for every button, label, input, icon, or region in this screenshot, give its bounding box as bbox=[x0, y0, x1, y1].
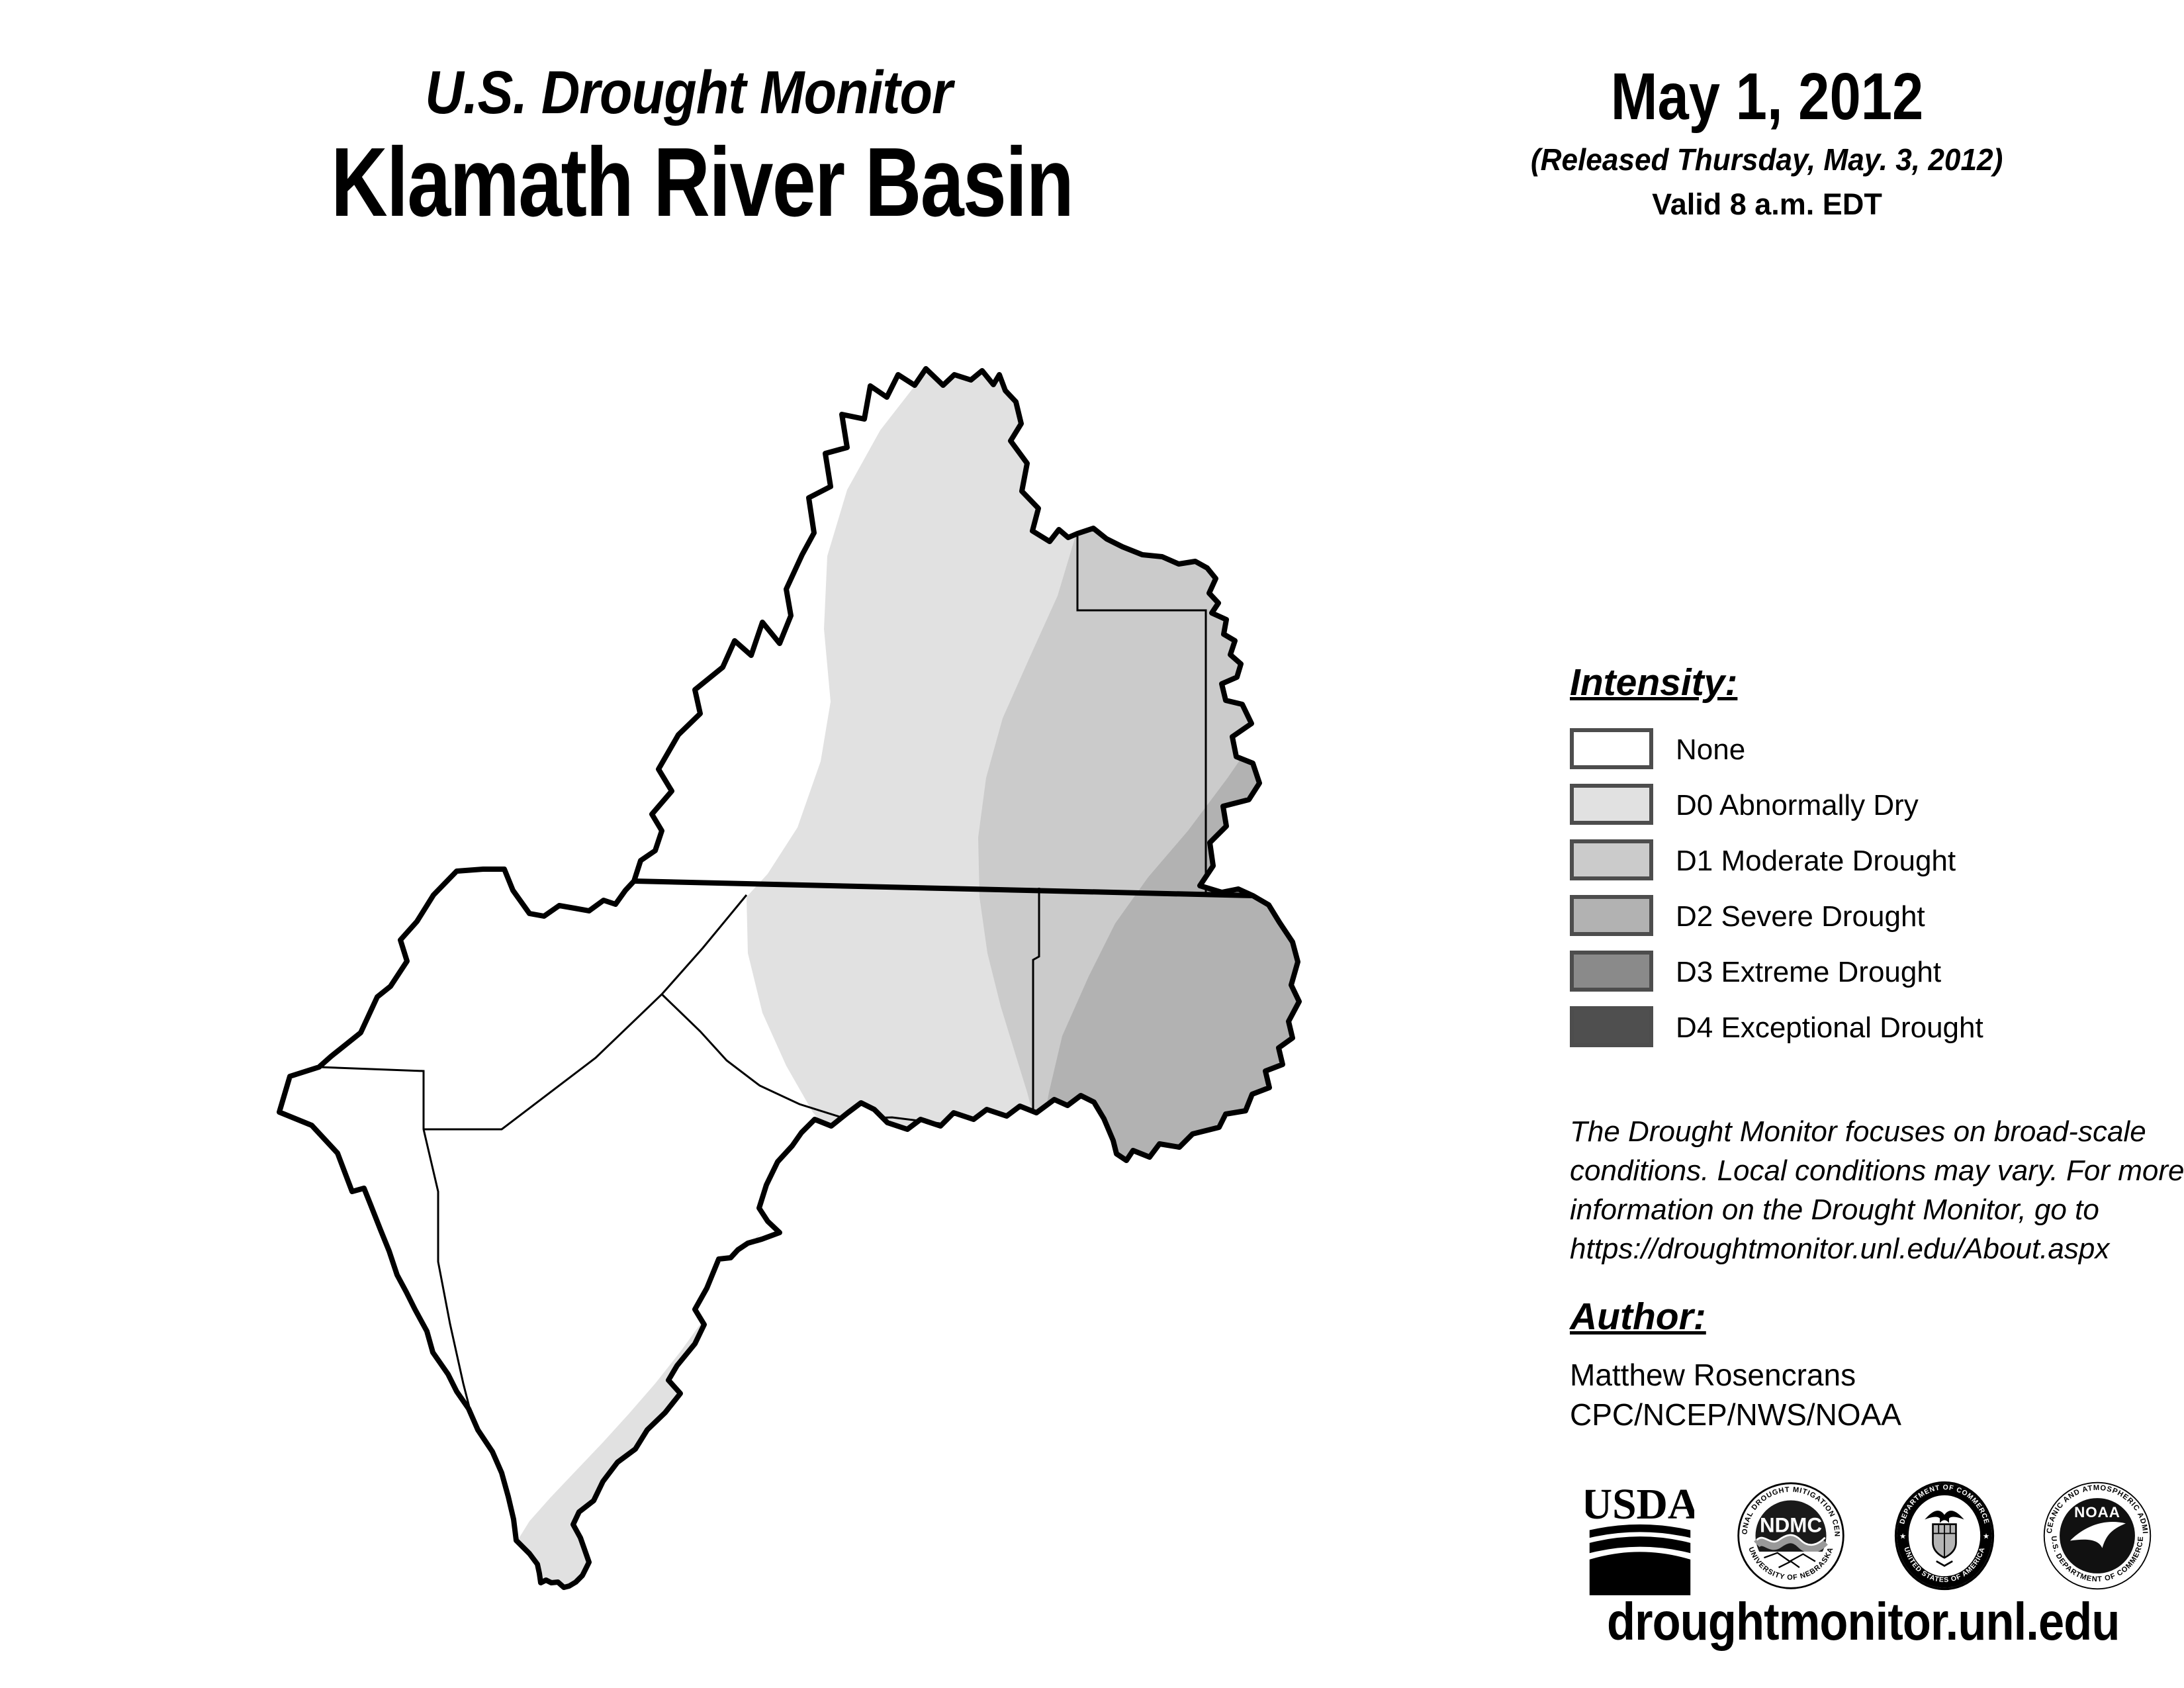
disclaimer-line: https://droughtmonitor.unl.edu/About.asp… bbox=[1570, 1233, 2110, 1265]
page-title: U.S. Drought Monitor bbox=[424, 59, 952, 126]
disclaimer: The Drought Monitor focuses on broad-sca… bbox=[1570, 1112, 2184, 1268]
basin-outline bbox=[277, 366, 1302, 1590]
usda-logo-text: USDA bbox=[1586, 1481, 1694, 1528]
ndmc-abbr-text: NDMC bbox=[1760, 1513, 1822, 1536]
legend-label: D3 Extreme Drought bbox=[1676, 956, 1942, 988]
author-heading: Author: bbox=[1570, 1295, 1706, 1338]
date-block: May 1, 2012 (Released Thursday, May. 3, … bbox=[1476, 60, 2058, 219]
author-org: CPC/NCEP/NWS/NOAA bbox=[1570, 1397, 1901, 1432]
disclaimer-line: The Drought Monitor focuses on broad-sca… bbox=[1570, 1115, 2146, 1148]
region-d0-tail-sliver bbox=[518, 1231, 762, 1586]
noaa-logo: NATIONAL OCEANIC AND ATMOSPHERIC ADMINIS… bbox=[2043, 1481, 2152, 1590]
svg-text:★: ★ bbox=[1899, 1532, 1906, 1540]
legend-swatch-d3 bbox=[1570, 951, 1653, 992]
ndmc-logo: NATIONAL DROUGHT MITIGATION CENTER UNIVE… bbox=[1737, 1482, 1844, 1589]
svg-text:★: ★ bbox=[1983, 1532, 1989, 1540]
release-date: (Released Thursday, May. 3, 2012) bbox=[1531, 142, 2003, 177]
noaa-bird bbox=[2070, 1522, 2126, 1548]
region-d2-severe-drought bbox=[1040, 722, 1299, 1192]
footer-url-text: droughtmonitor.unl.edu bbox=[1607, 1592, 2120, 1651]
legend-label: D0 Abnormally Dry bbox=[1676, 789, 1919, 821]
disclaimer-line: information on the Drought Monitor, go t… bbox=[1570, 1194, 2099, 1226]
legend-swatch-d4 bbox=[1570, 1006, 1653, 1047]
usda-logo: USDA bbox=[1586, 1481, 1694, 1595]
map-date: May 1, 2012 bbox=[1610, 60, 1924, 134]
legend-label: D2 Severe Drought bbox=[1676, 900, 1925, 933]
legend-swatch-d2 bbox=[1570, 895, 1653, 936]
title-block: U.S. Drought Monitor Klamath River Basin bbox=[238, 59, 1138, 232]
noaa-abbr-text: NOAA bbox=[2074, 1504, 2120, 1521]
legend-swatch-d1 bbox=[1570, 839, 1653, 880]
legend-swatch-d0 bbox=[1570, 784, 1653, 825]
department-of-commerce-logo: DEPARTMENT OF COMMERCE UNITED STATES OF … bbox=[1894, 1481, 1995, 1591]
doc-eagle bbox=[1925, 1511, 1964, 1523]
legend-label: D4 Exceptional Drought bbox=[1676, 1011, 1983, 1044]
footer-url: droughtmonitor.unl.edu bbox=[1607, 1595, 2184, 1648]
valid-time: Valid 8 a.m. EDT bbox=[1652, 187, 1882, 221]
legend-label: None bbox=[1676, 733, 1746, 766]
state-line bbox=[633, 878, 1253, 898]
disclaimer-line: conditions. Local conditions may vary. F… bbox=[1570, 1154, 2184, 1187]
legend-swatch-none bbox=[1570, 728, 1653, 769]
author-name: Matthew Rosencrans bbox=[1570, 1358, 1856, 1392]
legend-label: D1 Moderate Drought bbox=[1676, 845, 1956, 877]
legend-heading: Intensity: bbox=[1570, 661, 1738, 704]
basin-title: Klamath River Basin bbox=[331, 128, 1074, 237]
